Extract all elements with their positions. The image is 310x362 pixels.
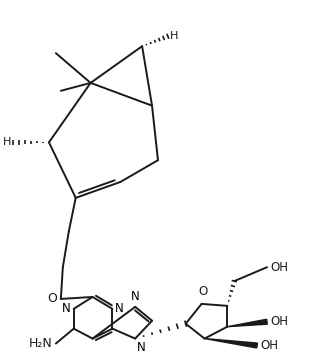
Text: H: H bbox=[3, 137, 11, 147]
Text: O: O bbox=[198, 285, 207, 298]
Polygon shape bbox=[205, 338, 257, 348]
Text: H₂N: H₂N bbox=[29, 337, 53, 350]
Polygon shape bbox=[227, 319, 267, 327]
Text: N: N bbox=[131, 290, 140, 303]
Text: OH: OH bbox=[260, 339, 278, 352]
Text: N: N bbox=[137, 341, 146, 354]
Text: N: N bbox=[62, 302, 71, 315]
Text: H: H bbox=[170, 31, 178, 41]
Text: N: N bbox=[115, 302, 124, 315]
Text: OH: OH bbox=[270, 261, 288, 274]
Text: O: O bbox=[47, 292, 57, 306]
Text: OH: OH bbox=[270, 315, 288, 328]
